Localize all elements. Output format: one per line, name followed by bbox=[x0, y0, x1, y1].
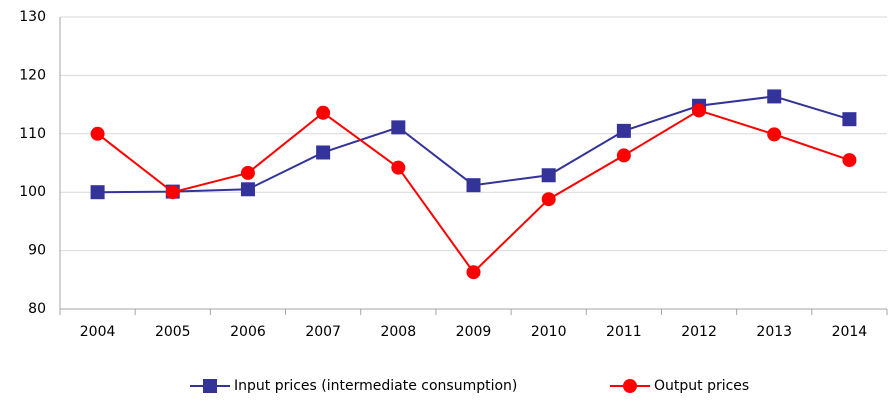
y-tick-label: 80 bbox=[28, 301, 46, 317]
data-point bbox=[541, 192, 556, 207]
x-tick-label: 2011 bbox=[606, 324, 642, 340]
data-point bbox=[90, 126, 105, 141]
data-point bbox=[616, 148, 631, 163]
data-point bbox=[240, 165, 255, 180]
data-point bbox=[466, 178, 481, 193]
series-line bbox=[97, 95, 850, 194]
legend-label: Input prices (intermediate consumption) bbox=[234, 378, 517, 394]
y-tick-label: 120 bbox=[19, 67, 46, 83]
x-tick-label: 2012 bbox=[681, 324, 717, 340]
y-tick-label: 100 bbox=[19, 184, 46, 200]
x-tick-label: 2004 bbox=[80, 324, 116, 340]
data-point bbox=[391, 120, 406, 135]
data-point bbox=[616, 123, 631, 138]
data-point bbox=[391, 160, 406, 175]
x-tick-label: 2008 bbox=[380, 324, 416, 340]
x-tick-label: 2014 bbox=[832, 324, 868, 340]
data-point bbox=[767, 89, 782, 104]
data-point bbox=[842, 153, 857, 168]
x-tick-label: 2005 bbox=[155, 324, 191, 340]
data-point bbox=[842, 112, 857, 127]
legend-label: Output prices bbox=[654, 378, 749, 394]
data-point bbox=[316, 105, 331, 120]
data-point bbox=[240, 182, 255, 197]
x-tick-label: 2006 bbox=[230, 324, 266, 340]
x-tick-label: 2013 bbox=[756, 324, 792, 340]
legend-marker bbox=[623, 379, 637, 393]
x-tick-label: 2010 bbox=[531, 324, 567, 340]
y-tick-label: 110 bbox=[19, 126, 46, 142]
x-tick-label: 2007 bbox=[305, 324, 341, 340]
data-point bbox=[466, 265, 481, 280]
data-point bbox=[692, 103, 707, 118]
data-point bbox=[90, 185, 105, 200]
y-tick-label: 90 bbox=[28, 243, 46, 259]
x-tick-label: 2009 bbox=[456, 324, 492, 340]
y-tick-label: 130 bbox=[19, 9, 46, 25]
data-point bbox=[316, 145, 331, 160]
data-point bbox=[541, 168, 556, 183]
data-point bbox=[767, 127, 782, 142]
legend-marker bbox=[203, 379, 217, 393]
data-point bbox=[165, 185, 180, 200]
